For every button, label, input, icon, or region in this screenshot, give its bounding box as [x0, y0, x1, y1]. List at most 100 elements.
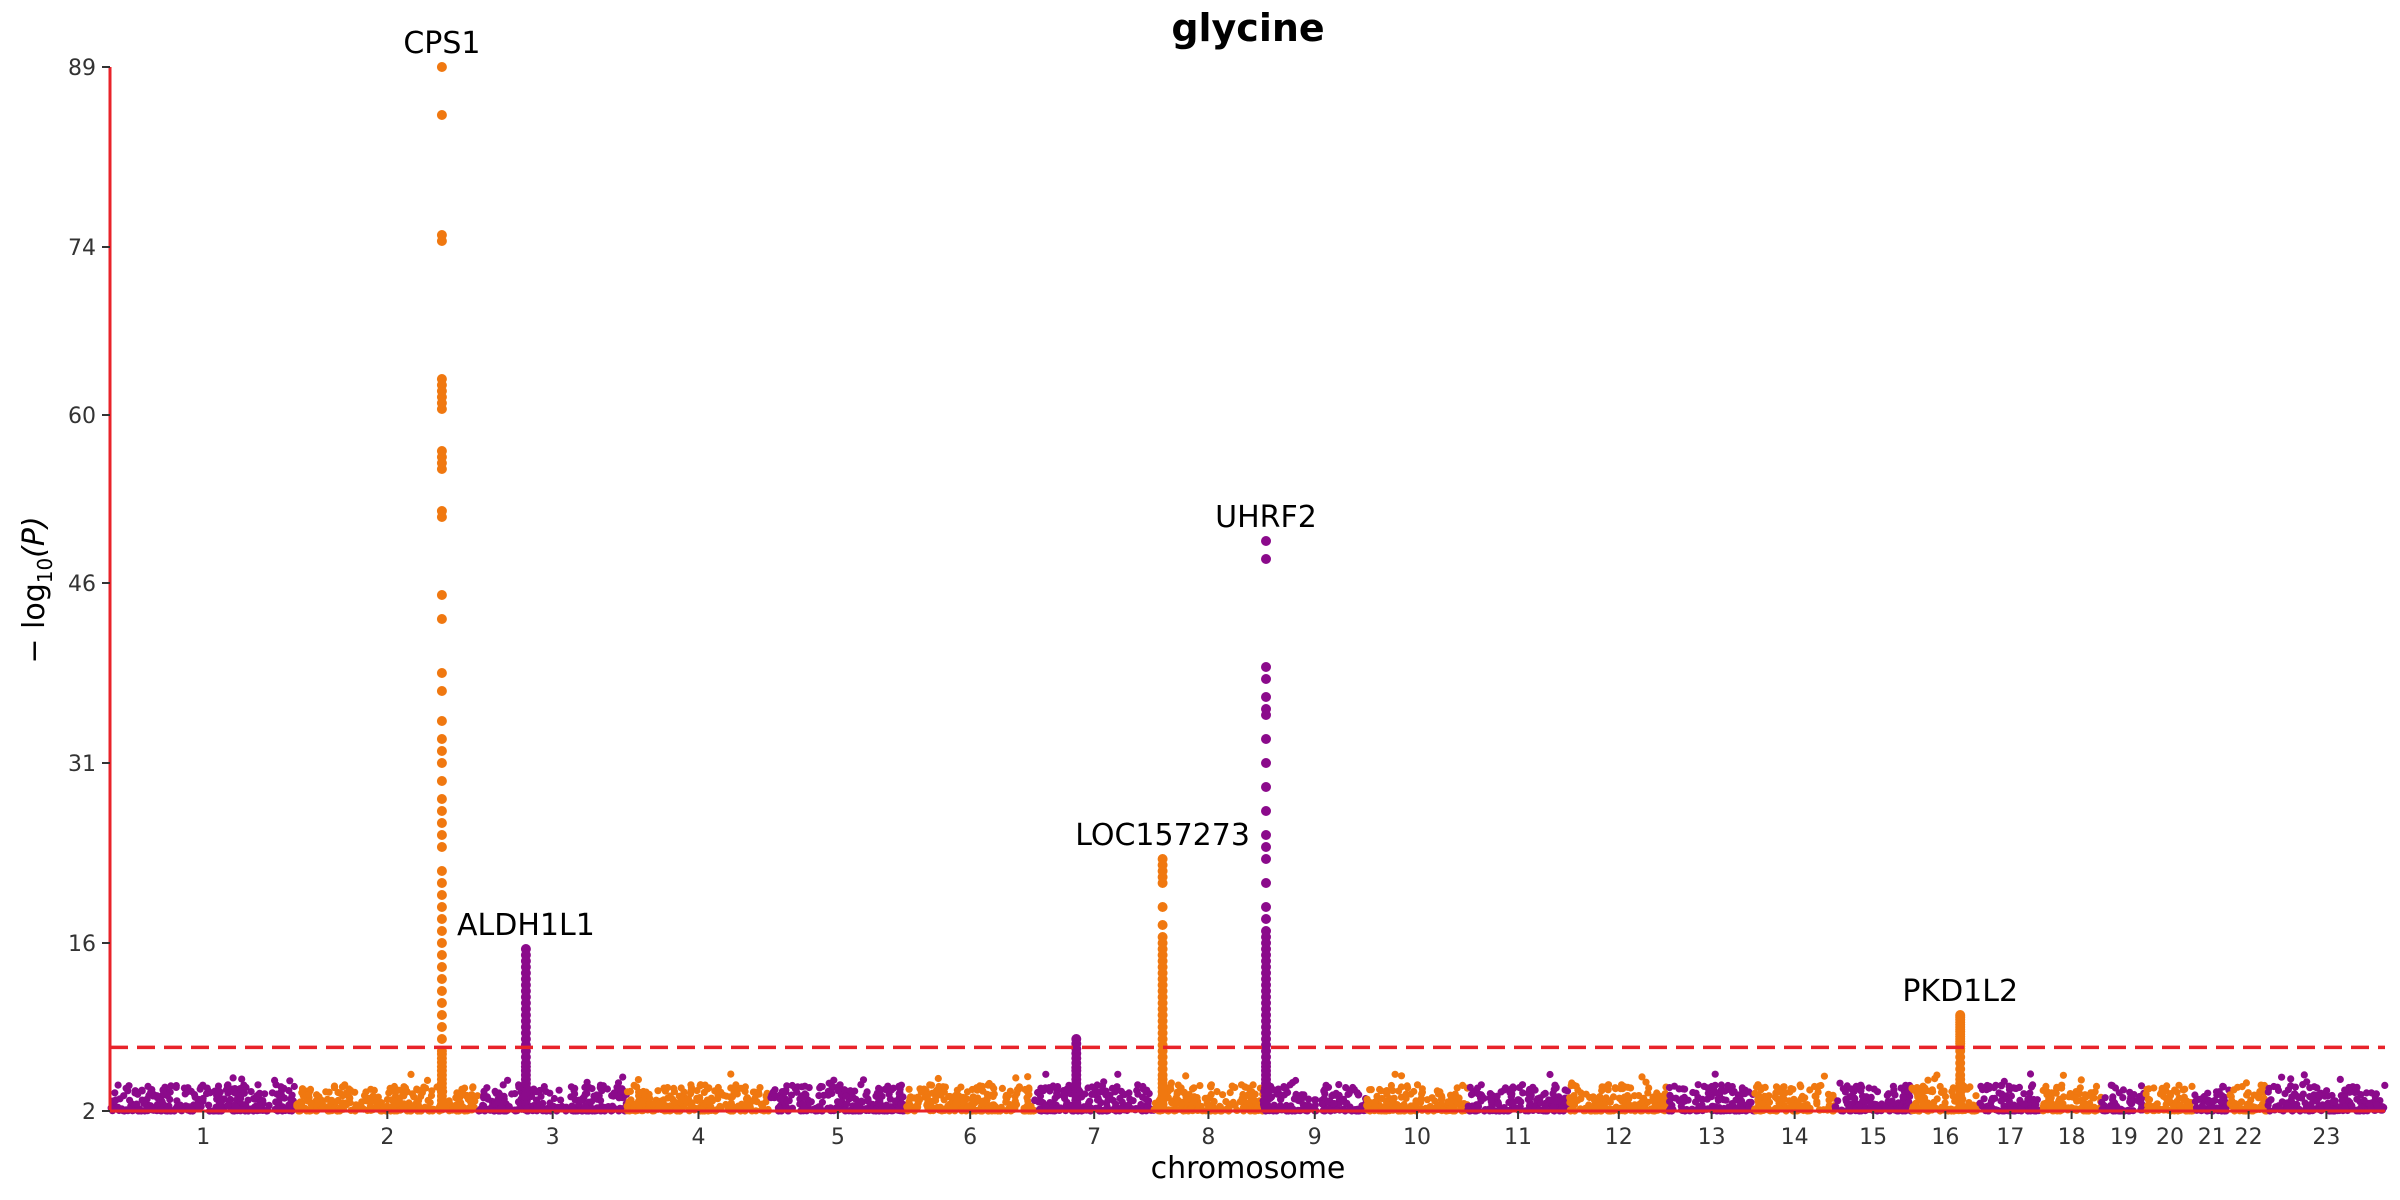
chr-23-point: [2351, 1088, 2359, 1097]
chr-21-point: [2199, 1093, 2207, 1102]
chr-5-point: [771, 1086, 779, 1094]
chr-1-point: [191, 1093, 199, 1101]
axes: [108, 67, 2385, 1113]
chr-1-point: [259, 1100, 267, 1108]
chr-12-point: [1568, 1079, 1576, 1087]
chr-23-point: [2318, 1103, 2326, 1111]
chr-2-point: [341, 1081, 349, 1089]
chr-7-point: [1137, 1100, 1145, 1109]
chr-10-point: [1395, 1087, 1403, 1095]
chr-21-point: [2219, 1082, 2227, 1090]
peak-point: [1157, 1074, 1168, 1085]
chr-11-point: [1487, 1098, 1495, 1106]
chr-5-point: [783, 1097, 791, 1106]
chr-12-point: [1625, 1101, 1633, 1109]
chr-5-point: [780, 1088, 788, 1096]
chr-11-point: [1515, 1096, 1523, 1104]
peak-LOC157273-points: [1157, 854, 1168, 1114]
chr-7-point: [1039, 1087, 1047, 1095]
peak-point: [1261, 692, 1271, 702]
chr-6-point: [1023, 1102, 1031, 1110]
x-tick-label: 8: [1201, 1125, 1215, 1150]
chr-14-point: [1754, 1096, 1762, 1104]
chr-23-point: [2265, 1098, 2273, 1106]
chr-14-point: [1775, 1099, 1783, 1107]
chr-2-point: [402, 1102, 410, 1110]
chr-20-point: [2188, 1082, 2196, 1090]
chr-1-point: [172, 1083, 180, 1091]
chr-10-point: [1391, 1070, 1399, 1078]
chr-11-point: [1546, 1070, 1554, 1079]
chr-11-point: [1474, 1102, 1483, 1110]
peak-point: [436, 404, 447, 414]
chr-3-point: [583, 1089, 591, 1098]
chr-7-point: [1100, 1078, 1108, 1086]
y-tick-label: 16: [68, 932, 96, 957]
chr-11-point: [1547, 1096, 1556, 1104]
chr-13-point: [1711, 1070, 1719, 1078]
chr-2-point: [453, 1089, 461, 1097]
chr-20-point: [2175, 1081, 2183, 1089]
peak-CPS1-points: [436, 62, 447, 1114]
chr-10-point: [1438, 1094, 1446, 1102]
peak-point: [436, 974, 447, 984]
chr-6-point: [985, 1079, 993, 1088]
chr-1-point: [272, 1098, 280, 1106]
chr-10-point: [1447, 1097, 1455, 1105]
peak-PKD1L2-points: [1955, 1010, 1966, 1114]
chr-16-point: [1936, 1082, 1944, 1091]
chr-1-point: [236, 1085, 244, 1093]
x-axis-label: chromosome: [1151, 1151, 1346, 1186]
chr-2-point: [298, 1085, 307, 1093]
chr-3-point: [550, 1094, 559, 1103]
chr-1-point: [163, 1091, 171, 1099]
peak-point: [436, 806, 447, 816]
chr-5-point: [864, 1097, 872, 1105]
chr-14-point: [1771, 1093, 1779, 1101]
chr-15-point: [1867, 1100, 1875, 1108]
chr-23-point: [2336, 1075, 2344, 1083]
chr-1-point: [120, 1092, 128, 1100]
peak-point: [1261, 842, 1271, 852]
chr-23-point: [2307, 1100, 2315, 1108]
chr-7-point: [1134, 1090, 1142, 1098]
chr-9-point: [1342, 1084, 1350, 1092]
chr-12-point: [1598, 1083, 1606, 1091]
chr-11-point: [1509, 1083, 1517, 1091]
chr-9-point: [1311, 1101, 1319, 1109]
chr-23-point: [2291, 1083, 2299, 1091]
x-tick-label: 7: [1087, 1125, 1101, 1150]
chr-20-point: [2163, 1082, 2171, 1090]
chr-21-point: [2204, 1089, 2212, 1097]
chr-18-point: [2077, 1076, 2085, 1084]
chr-17-point: [1976, 1099, 1984, 1107]
chr-16-point: [1915, 1096, 1924, 1104]
chr-16-point: [1929, 1088, 1937, 1096]
peak-point: [1261, 914, 1271, 924]
chr-11-point: [1550, 1085, 1558, 1094]
chr-2-point: [362, 1088, 370, 1096]
chr-16-point: [1948, 1087, 1956, 1096]
gene-label-pkd1l2: PKD1L2: [1902, 974, 2018, 1009]
chr-6-point: [973, 1084, 981, 1092]
x-tick-label: 10: [1403, 1125, 1431, 1150]
chr-1-point: [134, 1090, 142, 1098]
chromosome-3-points: [475, 1073, 631, 1115]
chr-16-point: [1920, 1087, 1928, 1095]
chr-17-point: [2010, 1101, 2018, 1109]
chr-4-point: [740, 1085, 748, 1094]
chr-15-point: [1842, 1095, 1850, 1103]
chr-6-point: [998, 1084, 1007, 1092]
chr-5-point: [842, 1092, 850, 1100]
chr-8-point: [1219, 1091, 1227, 1099]
peak-point: [1157, 920, 1168, 930]
chr-23-point: [2287, 1075, 2295, 1083]
chr-2-point: [386, 1084, 394, 1092]
chr-4-point: [717, 1104, 725, 1112]
x-tick-label: 12: [1605, 1125, 1633, 1150]
chr-17-point: [2005, 1086, 2014, 1094]
chr-6-point: [1021, 1085, 1029, 1094]
chr-13-point: [1711, 1089, 1719, 1097]
chr-4-point: [654, 1087, 662, 1095]
chr-20-point: [2166, 1090, 2174, 1098]
